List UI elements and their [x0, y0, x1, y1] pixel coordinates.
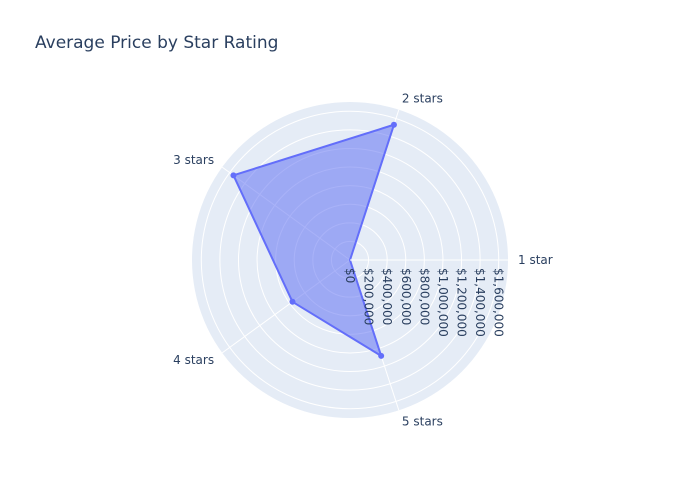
- radial-tick-label: $0: [343, 268, 357, 283]
- radial-tick-label: $1,600,000: [492, 268, 506, 337]
- data-point: [390, 121, 397, 128]
- data-layer: [230, 121, 397, 359]
- category-label: 3 stars: [173, 153, 214, 167]
- radial-tick-label: $1,400,000: [473, 268, 487, 337]
- radial-tick-label: $400,000: [380, 268, 394, 325]
- radial-tick-label: $200,000: [362, 268, 376, 325]
- category-label: 5 stars: [402, 415, 443, 429]
- data-point: [378, 352, 385, 359]
- radial-tick-label: $1,200,000: [455, 268, 469, 337]
- data-point: [289, 298, 296, 305]
- chart-title: Average Price by Star Rating: [35, 33, 279, 53]
- data-point: [230, 172, 237, 179]
- radial-tick-label: $600,000: [399, 268, 413, 325]
- category-label: 2 stars: [402, 91, 443, 105]
- series-area: [232, 123, 395, 357]
- category-label: 1 star: [518, 253, 553, 267]
- radial-tick-label: $1,000,000: [436, 268, 450, 337]
- category-label: 4 stars: [173, 353, 214, 367]
- radial-tick-label: $800,000: [417, 268, 431, 325]
- label-layer: $0 $200,000 $400,000 $600,000 $800,000 $1,000…: [173, 91, 553, 428]
